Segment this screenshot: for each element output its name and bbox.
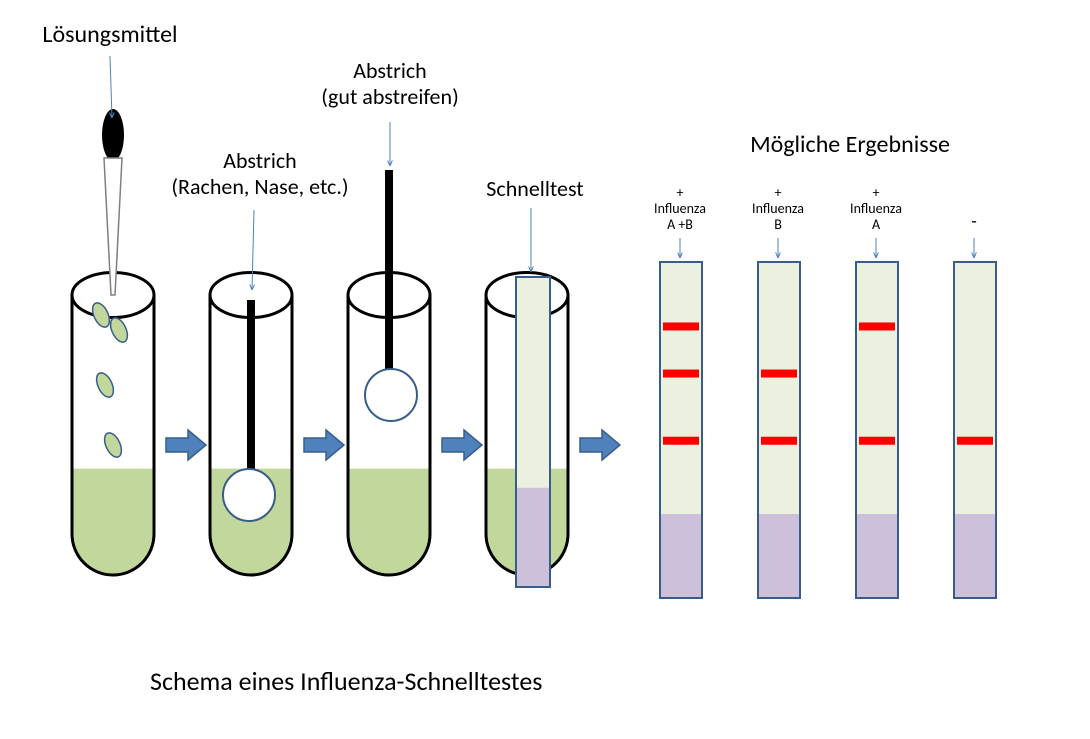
result-label-neg: -	[934, 210, 1014, 232]
arrow-right-icon	[442, 430, 482, 460]
test-strip	[758, 262, 800, 598]
result-band	[663, 437, 699, 445]
swab-icon	[223, 300, 275, 521]
pointer-arrow	[110, 56, 112, 118]
drop-icon	[93, 370, 117, 399]
result-band	[859, 322, 895, 330]
result-band	[663, 370, 699, 378]
drop-icon	[107, 315, 131, 344]
pointer-arrow	[252, 210, 254, 290]
result-label-b: + Influenza B	[738, 185, 818, 233]
arrow-right-icon	[166, 430, 206, 460]
label-ergebnisse: Mögliche Ergebnisse	[700, 130, 1000, 159]
test-strip-in-tube	[516, 277, 550, 587]
drop-icon	[89, 300, 113, 329]
test-strip	[856, 262, 898, 598]
label-schnelltest: Schnelltest	[460, 175, 610, 202]
label-abstrich-abstreifen: Abstrich (gut abstreifen)	[285, 58, 495, 111]
result-band	[761, 437, 797, 445]
result-band	[761, 370, 797, 378]
drop-icon	[101, 430, 125, 459]
caption: Schema eines Influenza-Schnelltestes	[150, 665, 542, 697]
result-label-ab: + Influenza A +B	[640, 185, 720, 233]
pipette-icon	[89, 109, 131, 460]
result-label-a: + Influenza A	[836, 185, 916, 233]
test-strip	[660, 262, 702, 598]
result-band	[859, 437, 895, 445]
label-abstrich-rachen: Abstrich (Rachen, Nase, etc.)	[150, 148, 370, 201]
test-strip	[954, 262, 996, 598]
result-band	[957, 437, 993, 445]
arrow-right-icon	[580, 430, 620, 460]
swab-icon	[365, 170, 417, 421]
arrow-right-icon	[304, 430, 344, 460]
diagram-canvas	[0, 0, 1090, 734]
label-loesungsmittel: Lösungsmittel	[0, 20, 220, 49]
result-band	[663, 322, 699, 330]
